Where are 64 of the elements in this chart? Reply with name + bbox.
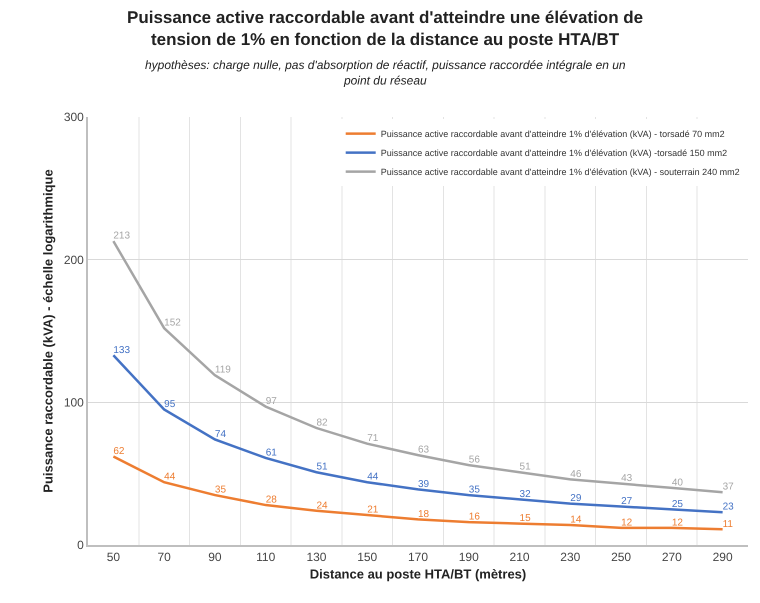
chart-subtitle: hypothèses: charge nulle, pas d'absorption de réactif, puissance raccordée intégrale en un point du réseau bbox=[145, 58, 626, 88]
data-label: 51 bbox=[520, 462, 532, 473]
legend-label: Puissance active raccordable avant d'atteindre 1% d'élévation (kVA) -torsadé 150 mm2 bbox=[380, 148, 728, 158]
x-tick-label: 270 bbox=[662, 550, 682, 564]
data-label: 14 bbox=[570, 514, 582, 526]
x-axis-title: Distance au poste HTA/BT (mètres) bbox=[310, 566, 526, 582]
y-tick-label: 300 bbox=[64, 110, 84, 124]
x-tick-label: 110 bbox=[256, 550, 276, 564]
data-label: 39 bbox=[418, 478, 430, 490]
y-tick-label: 100 bbox=[64, 396, 84, 410]
data-label: 35 bbox=[468, 484, 480, 496]
data-label: 43 bbox=[621, 473, 633, 484]
data-label: 21 bbox=[367, 504, 379, 516]
x-tick-label: 130 bbox=[306, 550, 327, 564]
data-label: 152 bbox=[164, 318, 182, 329]
data-label: 97 bbox=[266, 396, 278, 408]
y-axis-title: Puissance raccordable (kVA) - échelle logarithmique bbox=[40, 169, 56, 493]
x-tick-label: 210 bbox=[510, 550, 530, 564]
x-tick-label: 50 bbox=[106, 550, 120, 564]
data-label: 11 bbox=[722, 518, 734, 530]
data-label: 44 bbox=[367, 472, 379, 483]
y-tick-label: 200 bbox=[64, 252, 84, 267]
data-label: 63 bbox=[418, 444, 430, 456]
data-label: 95 bbox=[164, 398, 176, 410]
data-label: 46 bbox=[570, 468, 582, 480]
x-tick-label: 90 bbox=[208, 550, 222, 564]
data-label: 74 bbox=[214, 428, 226, 440]
chart-title: Puissance active raccordable avant d'atteindre une élévation de tension de 1% en fonction de la distance au poste HTA/BT bbox=[127, 8, 644, 50]
data-label: 71 bbox=[367, 433, 379, 444]
data-label: 44 bbox=[164, 472, 176, 483]
data-label: 28 bbox=[266, 494, 278, 506]
legend-label: Puissance active raccordable avant d'atteindre 1% d'élévation (kVA) - torsadé 70 mm2 bbox=[380, 129, 725, 140]
data-label: 23 bbox=[722, 502, 734, 513]
data-label: 18 bbox=[418, 508, 430, 520]
data-label: 56 bbox=[468, 454, 480, 466]
x-tick-label: 150 bbox=[357, 550, 378, 564]
data-label: 35 bbox=[214, 484, 226, 496]
data-label: 15 bbox=[520, 513, 532, 524]
x-tick-label: 290 bbox=[712, 550, 733, 564]
data-label: 61 bbox=[266, 447, 278, 458]
data-label: 29 bbox=[570, 493, 582, 504]
data-label: 12 bbox=[621, 517, 633, 528]
data-label: 12 bbox=[672, 517, 684, 528]
x-tick-label: 250 bbox=[611, 550, 632, 564]
data-label: 51 bbox=[316, 462, 328, 473]
data-label: 27 bbox=[621, 496, 633, 507]
data-label: 133 bbox=[113, 344, 131, 356]
data-label: 40 bbox=[672, 477, 684, 488]
x-tick-label: 170 bbox=[408, 550, 428, 564]
data-label: 16 bbox=[468, 512, 480, 523]
data-label: 119 bbox=[214, 364, 232, 376]
data-label: 82 bbox=[316, 418, 328, 429]
data-label: 32 bbox=[520, 488, 532, 500]
data-label: 213 bbox=[113, 230, 131, 242]
x-tick-label: 230 bbox=[560, 550, 581, 564]
data-label: 37 bbox=[722, 482, 734, 493]
y-tick-label: 0 bbox=[77, 538, 84, 552]
legend-label: Puissance active raccordable avant d'atteindre 1% d'élévation (kVA) - souterrain 240 mm2 bbox=[380, 167, 740, 178]
data-label: 25 bbox=[672, 498, 684, 510]
x-tick-label: 190 bbox=[458, 550, 480, 564]
data-label: 24 bbox=[316, 500, 328, 512]
data-label: 62 bbox=[113, 446, 125, 458]
x-tick-label: 70 bbox=[157, 550, 172, 564]
line-series bbox=[112, 455, 724, 531]
